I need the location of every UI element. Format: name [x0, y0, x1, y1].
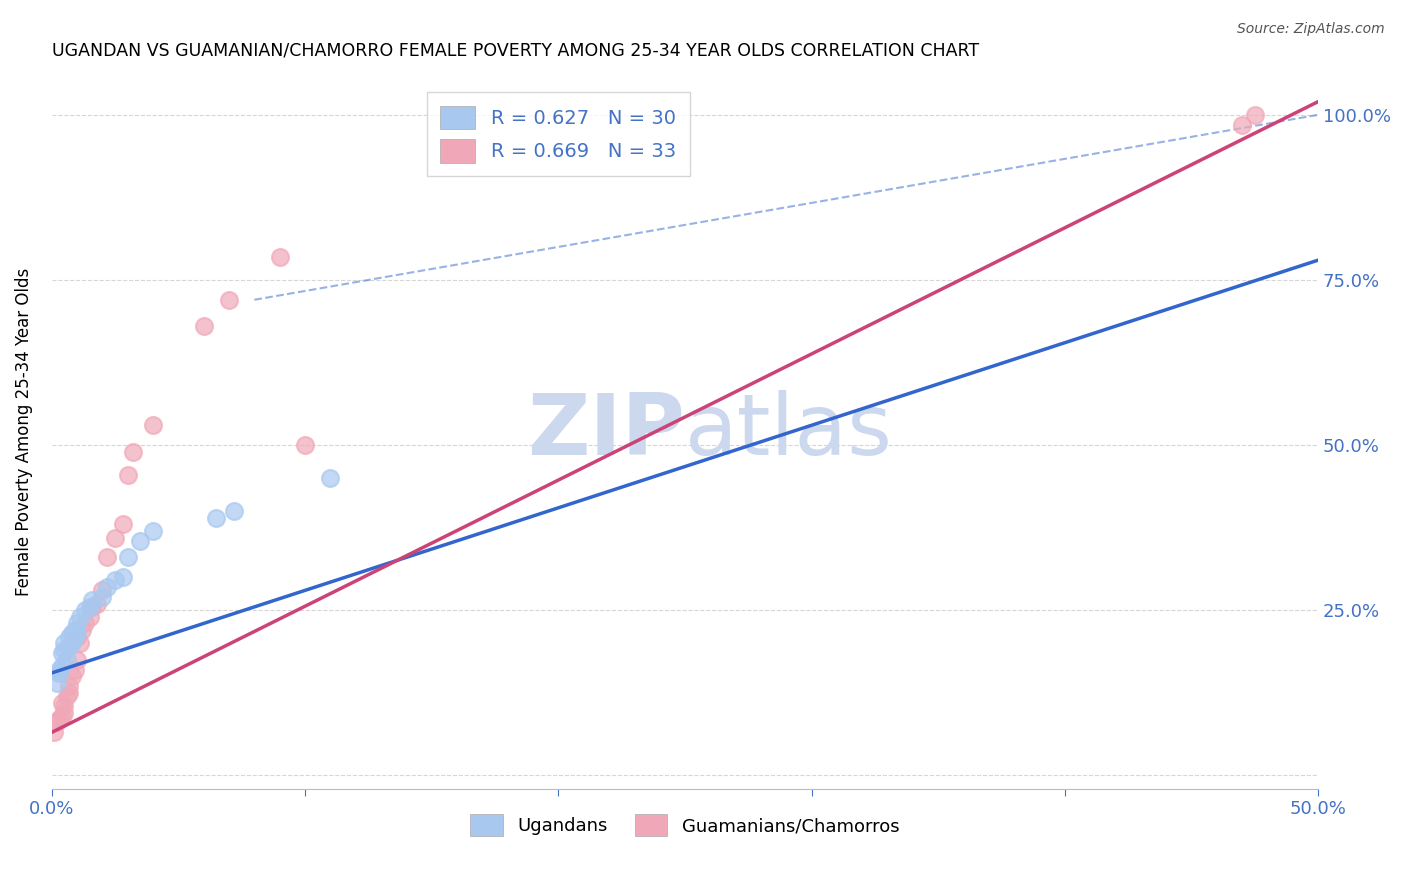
- Point: [91, 583, 114, 598]
- Point: [48, 712, 70, 726]
- Point: [269, 250, 291, 264]
- Point: [104, 531, 127, 545]
- Point: [224, 504, 246, 518]
- Point: [1243, 108, 1265, 122]
- Point: [111, 517, 134, 532]
- Point: [45, 715, 67, 730]
- Point: [73, 603, 96, 617]
- Point: [218, 293, 240, 307]
- Point: [60, 636, 83, 650]
- Point: [53, 643, 76, 657]
- Point: [44, 725, 66, 739]
- Point: [96, 550, 118, 565]
- Point: [111, 570, 134, 584]
- Point: [91, 590, 114, 604]
- Point: [117, 550, 139, 565]
- Point: [142, 524, 165, 538]
- Point: [66, 626, 89, 640]
- Point: [56, 689, 79, 703]
- Point: [79, 599, 101, 614]
- Point: [66, 653, 89, 667]
- Y-axis label: Female Poverty Among 25-34 Year Olds: Female Poverty Among 25-34 Year Olds: [15, 268, 32, 596]
- Point: [79, 609, 101, 624]
- Point: [66, 630, 89, 644]
- Point: [193, 319, 215, 334]
- Point: [66, 616, 89, 631]
- Point: [51, 696, 73, 710]
- Point: [104, 574, 127, 588]
- Point: [63, 630, 86, 644]
- Point: [51, 659, 73, 673]
- Point: [63, 663, 86, 677]
- Point: [96, 580, 118, 594]
- Point: [73, 616, 96, 631]
- Point: [45, 676, 67, 690]
- Text: UGANDAN VS GUAMANIAN/CHAMORRO FEMALE POVERTY AMONG 25-34 YEAR OLDS CORRELATION C: UGANDAN VS GUAMANIAN/CHAMORRO FEMALE POV…: [52, 42, 979, 60]
- Point: [53, 698, 76, 713]
- Point: [60, 626, 83, 640]
- Point: [69, 636, 91, 650]
- Point: [48, 665, 70, 680]
- Point: [69, 609, 91, 624]
- Point: [58, 679, 80, 693]
- Point: [51, 709, 73, 723]
- Point: [86, 597, 108, 611]
- Point: [205, 510, 228, 524]
- Point: [48, 663, 70, 677]
- Text: atlas: atlas: [685, 391, 893, 474]
- Point: [60, 669, 83, 683]
- Point: [142, 418, 165, 433]
- Point: [1230, 118, 1253, 132]
- Text: ZIP: ZIP: [527, 391, 685, 474]
- Point: [58, 630, 80, 644]
- Point: [294, 438, 316, 452]
- Point: [58, 640, 80, 654]
- Point: [70, 623, 93, 637]
- Point: [53, 636, 76, 650]
- Point: [319, 471, 342, 485]
- Point: [117, 467, 139, 482]
- Point: [82, 593, 104, 607]
- Point: [63, 623, 86, 637]
- Point: [53, 706, 76, 720]
- Point: [51, 646, 73, 660]
- Text: Source: ZipAtlas.com: Source: ZipAtlas.com: [1237, 22, 1385, 37]
- Point: [121, 444, 143, 458]
- Point: [56, 653, 79, 667]
- Point: [82, 599, 104, 614]
- Point: [129, 533, 152, 548]
- Point: [58, 686, 80, 700]
- Legend: Ugandans, Guamanians/Chamorros: Ugandans, Guamanians/Chamorros: [463, 807, 907, 844]
